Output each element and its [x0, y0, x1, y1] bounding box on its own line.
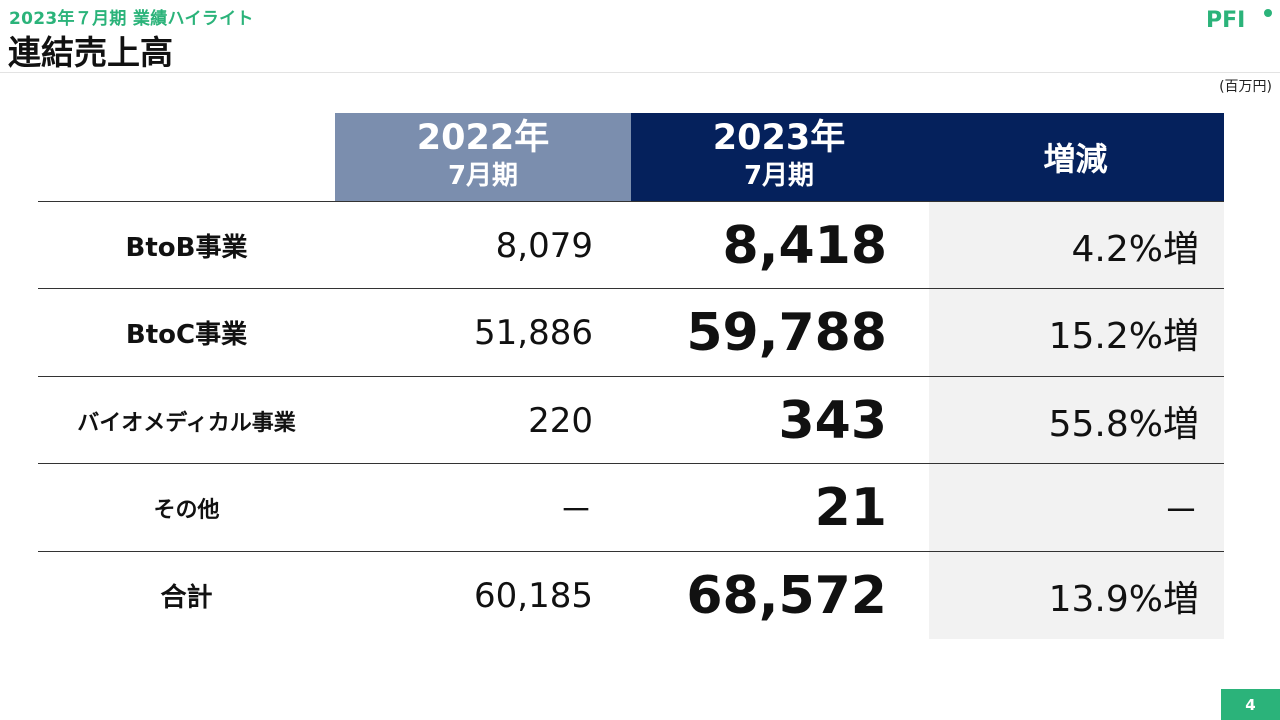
value-2022: － [559, 491, 593, 531]
table-row-other: その他 － 21 － [38, 464, 1224, 551]
value-2022: 220 [528, 400, 593, 441]
table-rule [38, 201, 1224, 202]
row-label: その他 [153, 497, 220, 523]
value-change: 55.8%増 [1048, 403, 1199, 445]
value-change: － [1162, 490, 1199, 532]
header-divider [0, 72, 1280, 73]
value-change: 13.9%増 [1048, 578, 1199, 620]
column-header-2022-year: 2022年 [416, 118, 550, 158]
value-2022: 51,886 [474, 312, 593, 353]
table-row-btob: BtoB事業 8,079 8,418 4.2%増 [38, 202, 1224, 289]
slide-title: 連結売上高 [8, 33, 173, 72]
slide-subtitle: 2023年７月期 業績ハイライト [9, 9, 254, 29]
value-2023: 68,572 [686, 565, 887, 626]
page-number: 4 [1221, 689, 1280, 720]
row-label: BtoB事業 [125, 233, 248, 263]
value-2023: 59,788 [686, 302, 887, 363]
row-label: バイオメディカル事業 [77, 410, 296, 436]
table-rule [38, 551, 1224, 552]
diff-column-background [929, 202, 1224, 639]
value-change: 4.2%増 [1071, 228, 1199, 270]
row-label: BtoC事業 [125, 320, 248, 350]
table-rule [38, 463, 1224, 464]
value-2022: 60,185 [474, 575, 593, 616]
column-header-2023-year: 2023年 [712, 118, 846, 158]
column-header-diff: 増減 [927, 113, 1224, 201]
value-2023: 343 [778, 390, 887, 451]
column-header-2022-period: 7月期 [447, 161, 519, 191]
column-header-2022: 2022年 7月期 [335, 113, 631, 201]
table-rule [38, 288, 1224, 289]
company-logo: PFI [1206, 8, 1272, 33]
column-header-2023-period: 7月期 [743, 161, 815, 191]
table-row-total: 合計 60,185 68,572 13.9%増 [38, 552, 1224, 639]
value-2023: 21 [814, 477, 887, 538]
row-label: 合計 [160, 583, 213, 613]
table-row-biomedical: バイオメディカル事業 220 343 55.8%増 [38, 377, 1224, 464]
company-logo-text: PFI [1206, 8, 1245, 33]
value-2022: 8,079 [495, 225, 593, 266]
column-header-2023: 2023年 7月期 [631, 113, 927, 201]
value-change: 15.2%増 [1048, 315, 1199, 357]
value-2023: 8,418 [722, 215, 887, 276]
table-rule [38, 376, 1224, 377]
unit-label: (百万円) [1219, 79, 1272, 95]
table-row-btoc: BtoC事業 51,886 59,788 15.2%増 [38, 289, 1224, 376]
